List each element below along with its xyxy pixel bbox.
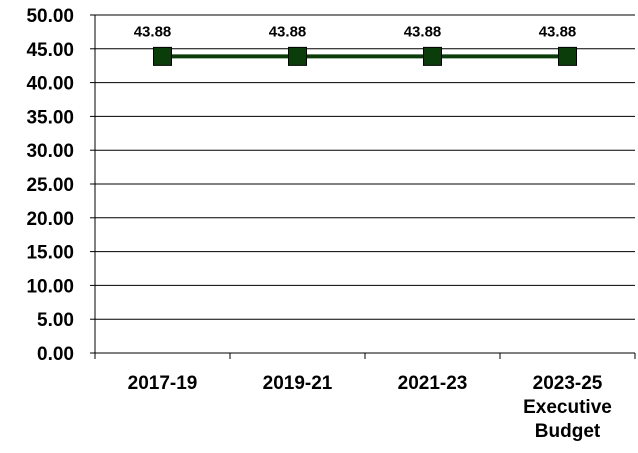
data-label: 43.88: [134, 23, 172, 40]
data-label: 43.88: [269, 23, 307, 40]
data-label: 43.88: [404, 23, 442, 40]
y-tick-label: 40.00: [26, 74, 74, 95]
y-tick-label: 25.00: [26, 175, 74, 196]
data-labels: 43.88 43.88 43.88 43.88: [134, 23, 577, 40]
y-tick-label: 45.00: [26, 40, 74, 61]
data-point-marker: [153, 46, 172, 66]
y-tick-label: 15.00: [26, 243, 74, 264]
data-point-marker: [558, 46, 577, 66]
data-label: 43.88: [539, 23, 577, 40]
y-tick-label: 50.00: [26, 6, 74, 27]
x-tick-label: 2019-21: [263, 373, 333, 394]
data-series: [153, 46, 577, 66]
x-tick-label: Executive: [523, 397, 612, 418]
y-tick-label: 10.00: [26, 276, 74, 297]
x-tick-label: Budget: [535, 421, 601, 442]
data-point-marker: [288, 46, 307, 66]
y-tick-label: 35.00: [26, 107, 74, 128]
x-tick-label: 2021-23: [398, 373, 468, 394]
y-axis-tick-labels: 0.00 5.00 10.00 15.00 20.00 25.00 30.00 35.00 40…: [26, 6, 74, 365]
y-tick-label: 30.00: [26, 141, 74, 162]
data-point-marker: [423, 46, 442, 66]
x-tick-label: 2017-19: [128, 373, 198, 394]
gridlines: [95, 14, 635, 320]
y-tick-label: 5.00: [37, 310, 74, 331]
x-axis-tick-labels: 2017-19 2019-21 2021-23 2023-25 Executive Bud…: [128, 373, 612, 442]
axes: [90, 14, 636, 359]
y-tick-label: 20.00: [26, 209, 74, 230]
x-tick-label: 2023-25: [533, 373, 603, 394]
y-tick-label: 0.00: [37, 344, 74, 365]
